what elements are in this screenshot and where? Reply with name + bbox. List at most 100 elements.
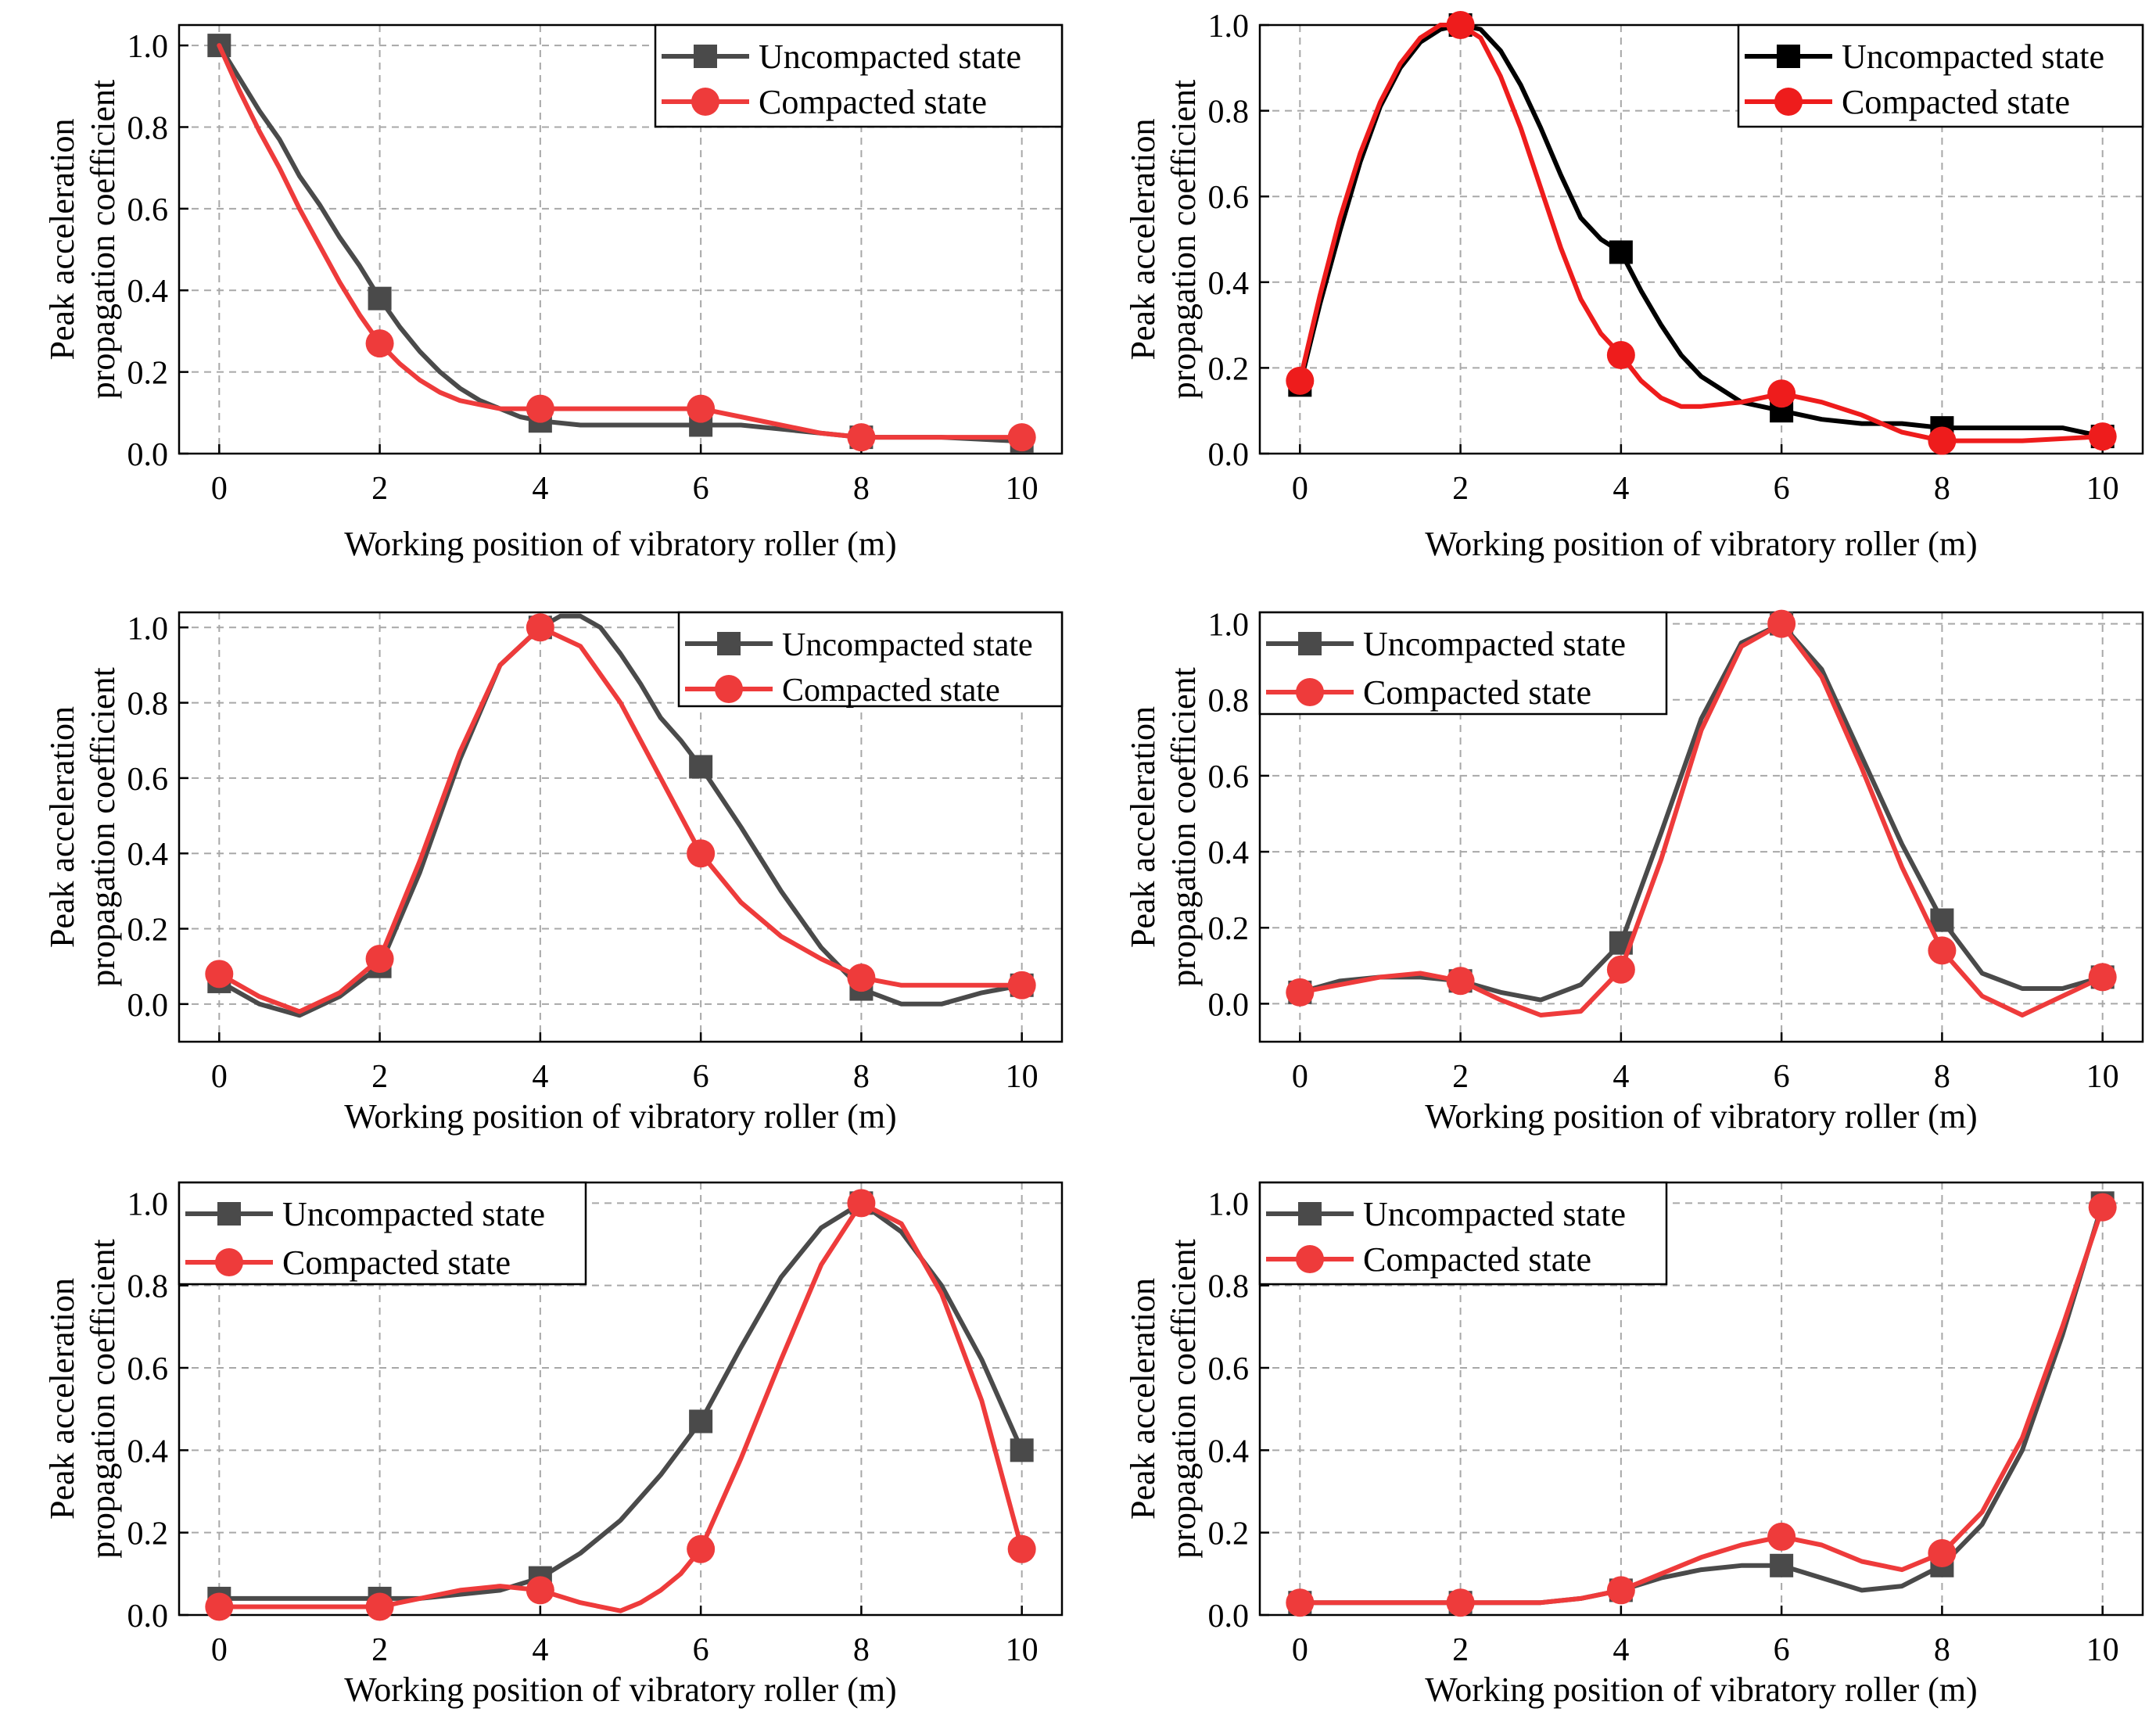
y-tick-label: 0.0 [1208, 1599, 1250, 1635]
chart-panel-1: 0 2 4 6 8 10 0.0 0.2 0.4 0.6 0.8 1.0 Working positio… [43, 23, 1064, 563]
data-point-compacted [1286, 1588, 1315, 1617]
legend-label: Compacted state [1363, 673, 1591, 712]
y-axis-label: Peak accelerationpropagation coefficient [43, 1239, 122, 1558]
y-tick-label: 0.8 [1208, 95, 1250, 131]
data-point-compacted [1286, 366, 1315, 395]
data-point-compacted [1928, 936, 1957, 965]
y-tick-label: 1.0 [1208, 9, 1250, 45]
data-point-compacted [365, 1592, 394, 1621]
y-tick-label: 0.6 [127, 762, 169, 798]
x-tick-label: 8 [853, 471, 870, 507]
data-point-compacted [1606, 340, 1635, 369]
y-tick-label: 0.6 [127, 192, 169, 228]
plot-frame [178, 611, 1064, 1043]
data-point-compacted [1446, 967, 1475, 996]
x-tick-label: 0 [1292, 1059, 1308, 1095]
x-tick-label: 4 [1613, 1632, 1629, 1668]
y-axis-label: Peak accelerationpropagation coefficient [1124, 667, 1203, 986]
plot-frame [1258, 1181, 2144, 1617]
y-axis-label-line: Peak acceleration [1124, 118, 1162, 360]
x-tick-label: 6 [1774, 1632, 1790, 1668]
data-point-compacted [526, 394, 554, 423]
data-point-compacted [1606, 955, 1635, 984]
y-axis-label-line: propagation coefficient [1164, 667, 1203, 986]
x-tick-label: 4 [1613, 471, 1629, 507]
x-tick-label: 6 [1774, 471, 1790, 507]
y-tick-label: 0.0 [127, 1599, 169, 1635]
legend: Uncompacted state Compacted state [1258, 1181, 1668, 1286]
data-point-compacted [2088, 422, 2117, 451]
y-axis-label-line: Peak acceleration [1124, 706, 1162, 948]
plot-frame [178, 23, 1064, 455]
legend-marker [1296, 678, 1324, 706]
x-tick-label: 10 [1006, 1632, 1039, 1668]
data-point-compacted [847, 964, 876, 992]
plot-frame [178, 1181, 1064, 1617]
x-tick-label: 10 [2086, 1059, 2119, 1095]
y-tick-label: 0.2 [127, 913, 169, 949]
x-axis-label: Working position of vibratory roller (m) [344, 1671, 896, 1709]
x-tick-label: 2 [371, 1632, 388, 1668]
x-tick-label: 4 [1613, 1059, 1629, 1095]
plot-frame [1258, 23, 2144, 455]
data-point-compacted [1928, 426, 1957, 455]
legend-marker [694, 45, 717, 68]
x-tick-label: 8 [1934, 1632, 1950, 1668]
data-point-compacted [1767, 1522, 1796, 1551]
x-tick-label: 0 [1292, 471, 1308, 507]
legend: Uncompacted state Compacted state [1737, 23, 2144, 128]
chart-panel-4: 0 2 4 6 8 10 0.0 0.2 0.4 0.6 0.8 1.0 Working positio… [1124, 608, 2144, 1136]
legend-label: Uncompacted state [759, 38, 1021, 76]
legend-box [1737, 23, 2144, 128]
legend-box [1258, 1181, 1668, 1286]
data-point-compacted [1767, 609, 1796, 638]
y-tick-label: 0.2 [127, 1516, 169, 1552]
legend: Uncompacted state Compacted state [654, 23, 1064, 128]
y-tick-label: 0.0 [1208, 987, 1250, 1023]
y-tick-label: 0.6 [1208, 180, 1250, 216]
series-line-uncompacted [1297, 621, 2105, 1003]
data-point-uncompacted [1010, 1438, 1034, 1462]
y-axis-label-line: propagation coefficient [1164, 1239, 1203, 1558]
data-point-uncompacted [1770, 1553, 1794, 1577]
legend-label: Uncompacted state [282, 1195, 545, 1233]
data-point-compacted [1606, 1576, 1635, 1605]
data-point-compacted [1928, 1539, 1957, 1567]
legend-label: Compacted state [1363, 1240, 1591, 1279]
x-tick-label: 0 [211, 1632, 228, 1668]
data-point-compacted [365, 329, 394, 358]
x-tick-label: 6 [693, 1059, 709, 1095]
data-point-uncompacted [368, 286, 392, 310]
data-point-uncompacted [689, 1409, 713, 1434]
legend: Uncompacted state Compacted state [178, 1181, 587, 1286]
y-tick-label: 0.8 [127, 110, 169, 146]
x-axis-label: Working position of vibratory roller (m) [344, 525, 896, 563]
data-point-compacted [687, 394, 716, 423]
y-tick-label: 0.4 [127, 274, 169, 310]
x-tick-label: 2 [371, 1059, 388, 1095]
data-point-compacted [2088, 963, 2117, 992]
y-tick-label: 0.2 [1208, 1516, 1250, 1552]
legend-marker [717, 632, 741, 655]
series-line-compacted [1297, 621, 2105, 1017]
legend-label: Uncompacted state [782, 627, 1033, 663]
y-tick-label: 0.6 [1208, 1351, 1250, 1387]
x-tick-label: 2 [1452, 1059, 1469, 1095]
data-point-compacted [687, 1534, 716, 1563]
y-tick-label: 0.4 [127, 1434, 169, 1470]
y-tick-label: 1.0 [127, 1186, 169, 1222]
y-tick-label: 0.0 [127, 437, 169, 473]
y-tick-label: 0.0 [127, 988, 169, 1024]
x-tick-label: 8 [1934, 1059, 1950, 1095]
x-tick-label: 10 [1006, 471, 1039, 507]
y-axis-label: Peak accelerationpropagation coefficient [1124, 80, 1203, 399]
chart-panel-3: 0 2 4 6 8 10 0.0 0.2 0.4 0.6 0.8 1.0 Working positio… [43, 611, 1064, 1136]
y-tick-label: 0.0 [1208, 437, 1250, 473]
plot-frame [1258, 611, 2144, 1043]
y-tick-label: 0.4 [1208, 266, 1250, 302]
y-axis-label-line: Peak acceleration [43, 1278, 81, 1520]
y-axis-label-line: propagation coefficient [84, 80, 122, 399]
y-tick-label: 0.2 [1208, 351, 1250, 387]
y-tick-label: 0.4 [1208, 1434, 1250, 1470]
